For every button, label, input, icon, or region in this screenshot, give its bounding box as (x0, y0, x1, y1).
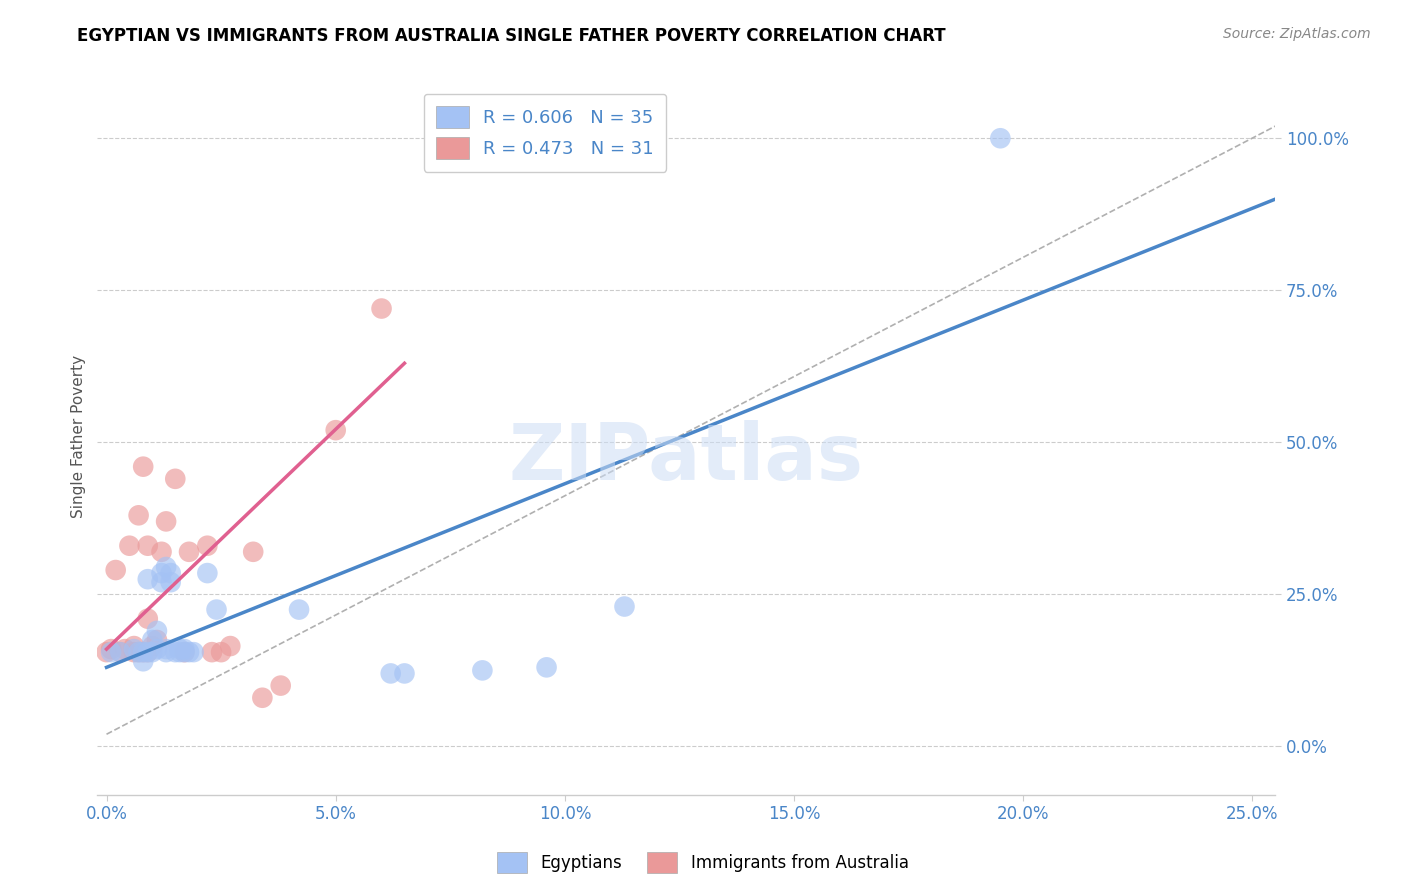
Point (270, 679, 292, 693)
Point (128, 645, 150, 659)
Point (128, 508, 150, 523)
Point (219, 639, 242, 653)
Point (132, 645, 155, 659)
Point (100, 645, 122, 659)
Point (159, 575, 181, 590)
Point (173, 645, 195, 659)
Legend: R = 0.606   N = 35, R = 0.473   N = 31: R = 0.606 N = 35, R = 0.473 N = 31 (423, 94, 666, 172)
Point (132, 459, 155, 474)
Point (990, 131, 1012, 145)
Point (471, 664, 494, 678)
Point (380, 666, 402, 681)
Text: ZIPatlas: ZIPatlas (509, 420, 863, 496)
Point (114, 642, 136, 657)
Point (325, 423, 347, 437)
Point (132, 645, 155, 659)
Point (242, 545, 264, 559)
Point (141, 639, 163, 653)
Point (209, 645, 232, 659)
Point (252, 690, 274, 705)
Point (104, 563, 127, 577)
Point (155, 560, 177, 574)
Point (177, 645, 200, 659)
Point (165, 472, 187, 486)
Point (146, 632, 169, 647)
Legend: Egyptians, Immigrants from Australia: Egyptians, Immigrants from Australia (491, 846, 915, 880)
Point (370, 301, 392, 316)
Point (150, 575, 173, 590)
Point (146, 624, 169, 638)
Point (155, 642, 177, 657)
Point (136, 645, 159, 659)
Point (536, 660, 558, 674)
Point (141, 632, 163, 647)
Point (146, 642, 169, 657)
Point (177, 545, 200, 559)
Point (136, 645, 159, 659)
Point (155, 515, 177, 529)
Point (201, 645, 224, 659)
Point (183, 645, 205, 659)
Point (169, 642, 191, 657)
Point (165, 645, 187, 659)
Point (122, 645, 145, 659)
Point (110, 645, 132, 659)
Point (132, 654, 155, 668)
Point (613, 599, 636, 614)
Point (150, 566, 173, 580)
Point (205, 602, 228, 616)
Y-axis label: Single Father Poverty: Single Father Poverty (72, 355, 86, 518)
Point (136, 539, 159, 553)
Point (96, 645, 118, 659)
Point (173, 645, 195, 659)
Point (136, 572, 159, 586)
Point (122, 642, 145, 657)
Point (141, 645, 163, 659)
Text: Source: ZipAtlas.com: Source: ZipAtlas.com (1223, 27, 1371, 41)
Point (169, 645, 191, 659)
Point (110, 645, 132, 659)
Point (155, 645, 177, 659)
Point (288, 602, 311, 616)
Point (100, 642, 122, 657)
Point (159, 566, 181, 580)
Text: EGYPTIAN VS IMMIGRANTS FROM AUSTRALIA SINGLE FATHER POVERTY CORRELATION CHART: EGYPTIAN VS IMMIGRANTS FROM AUSTRALIA SI… (77, 27, 946, 45)
Point (195, 566, 218, 580)
Point (173, 642, 195, 657)
Point (128, 645, 150, 659)
Point (118, 539, 141, 553)
Point (122, 639, 145, 653)
Point (394, 666, 416, 681)
Point (136, 612, 159, 626)
Point (150, 545, 173, 559)
Point (195, 539, 218, 553)
